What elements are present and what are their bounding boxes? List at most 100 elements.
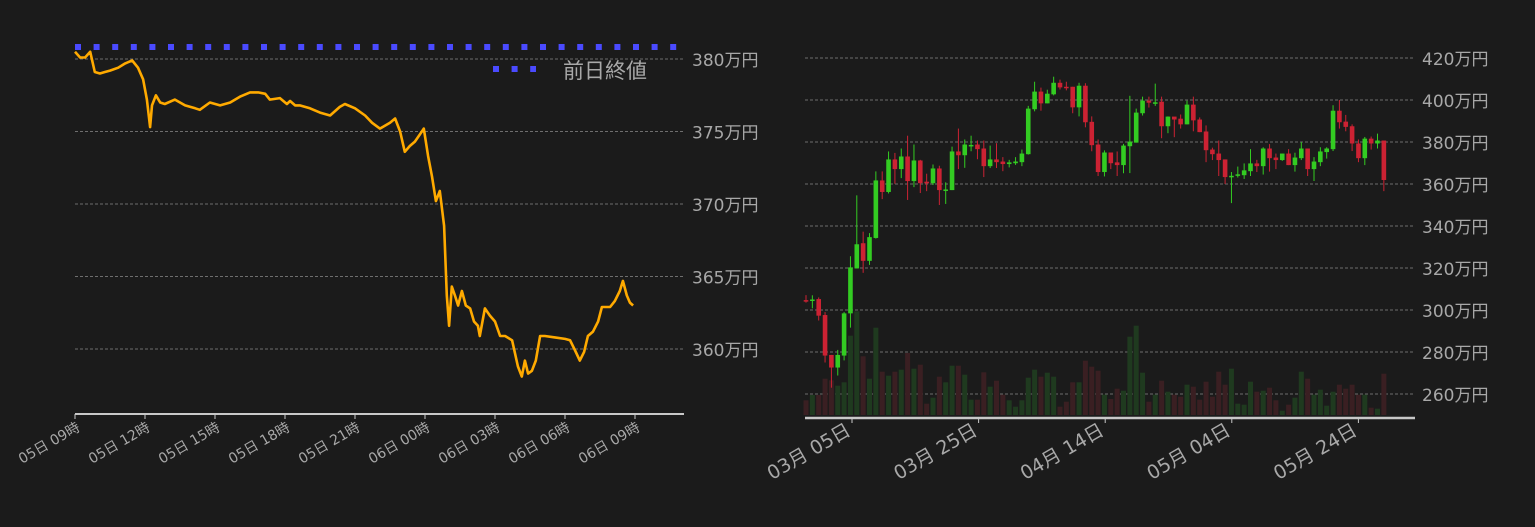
volume-bar	[1355, 394, 1361, 415]
candle-body	[1172, 116, 1177, 120]
candle-body	[1311, 161, 1317, 170]
volume-bar	[955, 365, 961, 415]
volume-bar	[1013, 406, 1019, 415]
candle-body	[1267, 148, 1272, 159]
price-line	[74, 50, 634, 378]
y-tick-label: 375万円	[692, 124, 758, 144]
volume-bar	[1089, 366, 1095, 415]
candle-body	[1159, 101, 1164, 127]
candle-body	[1178, 118, 1183, 125]
candle-body	[1235, 174, 1241, 176]
candle-body	[1292, 157, 1298, 166]
candle-body	[892, 159, 898, 170]
candle-body	[1248, 163, 1253, 172]
y-tick-label: 340万円	[1422, 218, 1488, 238]
volume-bar	[1127, 336, 1133, 415]
candle-body	[1241, 170, 1247, 176]
candle-body	[994, 159, 999, 163]
volume-bar	[898, 369, 904, 415]
volume-bar	[873, 327, 879, 415]
candle-body	[956, 151, 961, 156]
volume-bar	[816, 395, 822, 415]
volume-bar	[917, 364, 923, 415]
y-tick-label: 360万円	[692, 341, 758, 361]
volume-bar	[1178, 396, 1184, 415]
candle-body	[1381, 140, 1387, 181]
x-tick-label: 03月 05日	[763, 419, 854, 484]
y-tick-label: 260万円	[1422, 386, 1488, 406]
volume-bar	[1362, 394, 1368, 415]
volume-bar	[1286, 404, 1292, 415]
candle-body	[1000, 161, 1006, 165]
candle-body	[1045, 93, 1050, 104]
x-tick-label: 05月 04日	[1143, 419, 1234, 484]
x-tick-label: 04月 14日	[1017, 419, 1108, 484]
candle-body	[1025, 108, 1031, 155]
candle-body	[1273, 157, 1279, 161]
candle-body	[1083, 85, 1088, 123]
candle-body	[1343, 121, 1349, 127]
volume-bar	[1267, 387, 1273, 415]
volume-bar	[974, 399, 980, 415]
volume-bar	[841, 382, 847, 415]
volume-bar	[1095, 370, 1101, 415]
candle-body	[1108, 152, 1114, 164]
volume-bar	[1292, 397, 1298, 415]
volume-bar	[936, 376, 942, 415]
candle-body	[1032, 91, 1037, 110]
volume-bar	[924, 403, 930, 415]
candle-body	[1330, 110, 1336, 150]
candle-body	[816, 299, 821, 316]
candle-body	[987, 159, 993, 167]
candle-body	[1299, 148, 1304, 159]
candle-body	[1254, 163, 1260, 167]
candle-body	[1152, 102, 1158, 104]
volume-bar	[1368, 407, 1374, 415]
candle-body	[1121, 145, 1126, 166]
candle-body	[879, 180, 885, 192]
volume-bar	[867, 378, 872, 415]
candle-body	[975, 144, 980, 150]
candle-body	[1184, 104, 1190, 125]
volume-bar	[1305, 378, 1311, 415]
candle-body	[1102, 152, 1107, 173]
candle-body	[943, 189, 948, 191]
volume-bar	[1108, 399, 1114, 415]
candle-body	[1260, 148, 1266, 167]
volume-bar	[835, 385, 841, 415]
volume-bar	[1381, 373, 1387, 415]
volume-bar	[1184, 384, 1190, 415]
volume-bar	[1101, 394, 1107, 415]
volume-bar	[1032, 369, 1038, 415]
volume-bar	[1190, 386, 1196, 415]
x-tick-label: 03月 25日	[890, 419, 981, 484]
candle-body	[949, 151, 955, 191]
y-tick-label: 300万円	[1422, 302, 1488, 322]
y-tick-label: 320万円	[1422, 260, 1488, 280]
candle-body	[924, 181, 929, 184]
volume-bar	[1140, 372, 1146, 415]
legend-label: 前日終値	[563, 59, 647, 83]
candle-body	[1337, 110, 1342, 123]
volume-bar	[1273, 400, 1279, 415]
volume-bar	[1349, 384, 1355, 415]
volume-bar	[822, 378, 828, 415]
volume-bar	[1133, 325, 1139, 415]
x-tick-label: 05月 24日	[1270, 419, 1361, 484]
volume-bar	[1171, 394, 1177, 415]
volume-bar	[1051, 376, 1057, 415]
volume-bar	[892, 371, 898, 415]
candle-body	[1279, 153, 1285, 161]
volume-bar	[930, 397, 936, 415]
volume-bar	[1311, 394, 1317, 415]
volume-bar	[860, 356, 866, 415]
candle-body	[1305, 148, 1310, 170]
volume-bar	[1241, 404, 1247, 415]
candle-body	[1349, 126, 1355, 144]
candle-body	[1089, 121, 1095, 146]
volume-bar	[1216, 371, 1222, 415]
candle-body	[962, 144, 968, 156]
volume-bar	[1146, 401, 1152, 415]
volume-bar	[1019, 400, 1025, 415]
